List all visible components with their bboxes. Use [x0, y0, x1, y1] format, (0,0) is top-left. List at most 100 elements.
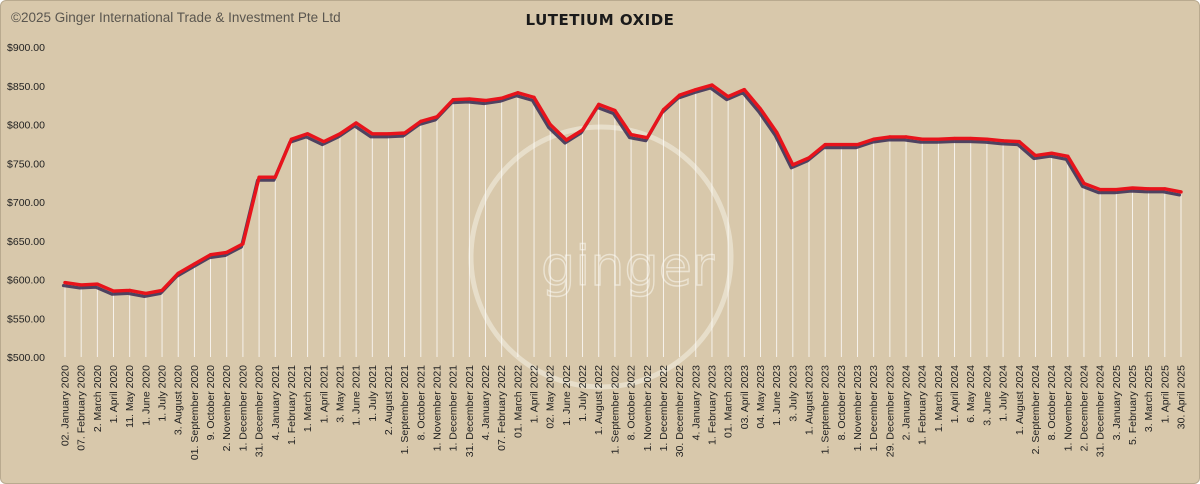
x-tick-label: 31. December 2021 — [464, 365, 476, 457]
x-tick-label: 1. June 2022 — [561, 365, 573, 426]
data-point — [952, 136, 957, 141]
x-tick-label: 3. August 2020 — [173, 365, 185, 435]
data-point — [1179, 190, 1183, 194]
x-tick-label: 1. December 2023 — [868, 365, 880, 452]
data-point — [1033, 153, 1038, 158]
x-tick-label: 2. August 2021 — [383, 365, 395, 435]
data-point — [888, 135, 892, 139]
data-point — [160, 288, 164, 292]
data-point — [872, 137, 876, 141]
y-tick-label: $600.00 — [7, 275, 45, 287]
data-point — [208, 253, 213, 257]
data-point — [823, 143, 827, 147]
data-point — [63, 281, 67, 285]
x-tick-label: 07. February 2022 — [496, 365, 508, 451]
data-point — [467, 97, 471, 101]
data-point — [580, 128, 585, 132]
x-tick-label: 1. November 2023 — [852, 365, 864, 452]
data-point — [128, 288, 132, 292]
x-tick-label: 11. May 2020 — [124, 365, 136, 428]
x-tick-label: 4. January 2022 — [480, 365, 492, 440]
x-tick-label: 1. April 2022 — [529, 365, 541, 424]
x-tick-label: 2. December 2024 — [1078, 365, 1090, 452]
x-tick-label: 31. December 2024 — [1095, 365, 1107, 457]
x-tick-label: 1. April 2020 — [108, 365, 120, 424]
x-tick-label: 8. October 2021 — [415, 365, 427, 440]
x-tick-label: 1. August 2023 — [804, 365, 816, 435]
x-tick-label: 1. September 2022 — [609, 365, 621, 454]
x-tick-label: 3. June 2024 — [981, 365, 993, 426]
x-tick-label: 3. May 2021 — [334, 365, 346, 423]
y-tick-label: $800.00 — [7, 120, 45, 132]
x-tick-label: 2. March 2020 — [92, 365, 104, 432]
series-lutetium-oxide — [61, 83, 1183, 298]
x-tick-label: 01. March 2022 — [512, 365, 524, 438]
data-point — [289, 137, 294, 141]
y-tick-label: $650.00 — [7, 236, 45, 248]
x-tick-label: 1. August 2024 — [1014, 365, 1026, 435]
x-tick-label: 1. April 2021 — [318, 365, 330, 424]
data-point — [435, 115, 439, 119]
data-point — [969, 136, 973, 141]
data-point — [1147, 187, 1151, 191]
data-point — [694, 88, 698, 92]
data-point — [354, 121, 358, 125]
data-point — [1082, 181, 1086, 185]
x-tick-label: 02. May 2022 — [545, 365, 557, 429]
data-point — [855, 143, 860, 147]
x-tick-label: 1. June 2023 — [771, 365, 783, 426]
y-tick-label: $900.00 — [7, 42, 45, 54]
x-tick-label: 1. July 2021 — [367, 365, 379, 422]
x-tick-label: 1. August 2022 — [593, 365, 605, 435]
data-point — [726, 95, 730, 99]
data-point — [257, 175, 261, 179]
data-point — [1130, 186, 1135, 190]
data-point — [516, 91, 520, 95]
x-tick-label: 8. October 2023 — [836, 365, 848, 440]
data-point — [386, 132, 391, 136]
data-point — [1163, 187, 1167, 191]
x-tick-label: 1. November 2021 — [432, 365, 444, 452]
x-tick-label: 1. July 2024 — [998, 365, 1010, 422]
data-point — [1114, 188, 1118, 192]
x-tick-label: 30. December 2022 — [674, 365, 686, 457]
y-tick-label: $850.00 — [7, 81, 45, 93]
data-point — [985, 137, 989, 141]
x-tick-label: 2. September 2024 — [1030, 365, 1042, 454]
data-point — [645, 136, 649, 140]
data-point — [451, 98, 455, 102]
y-tick-label: $750.00 — [7, 158, 45, 170]
data-point — [613, 108, 617, 113]
y-tick-label: $550.00 — [7, 313, 45, 325]
data-point — [839, 143, 843, 147]
data-point — [241, 242, 245, 246]
x-tick-label: 1. July 2022 — [577, 365, 589, 422]
data-point — [629, 132, 633, 137]
data-point — [758, 107, 763, 111]
x-tick-label: 3. January 2025 — [1111, 365, 1123, 440]
data-point — [322, 139, 326, 144]
data-point — [1050, 151, 1054, 155]
x-tick-label: 1. November 2024 — [1062, 365, 1074, 452]
data-point — [419, 119, 423, 123]
copyright-text: ©2025 Ginger International Trade & Inves… — [11, 10, 341, 25]
data-point — [904, 135, 908, 139]
x-tick-label: 1. September 2023 — [820, 365, 832, 454]
x-tick-label: 1. June 2020 — [140, 365, 152, 426]
data-point — [920, 137, 924, 141]
data-point — [742, 88, 746, 92]
x-tick-label: 8. October 2024 — [1046, 365, 1058, 440]
x-tick-label: 6. May 2024 — [965, 365, 977, 423]
data-point — [936, 137, 940, 141]
x-tick-label: 01. September 2020 — [189, 365, 201, 460]
x-tick-label: 1. December 2020 — [237, 365, 249, 452]
data-point — [273, 175, 277, 179]
x-tick-label: 1. July 2020 — [157, 365, 169, 422]
data-point — [710, 83, 714, 87]
x-tick-label: 1. February 2021 — [286, 365, 298, 445]
x-tick-label: 1. March 2021 — [302, 365, 314, 432]
x-tick-label: 9. October 2020 — [205, 365, 217, 440]
data-point — [548, 122, 552, 127]
